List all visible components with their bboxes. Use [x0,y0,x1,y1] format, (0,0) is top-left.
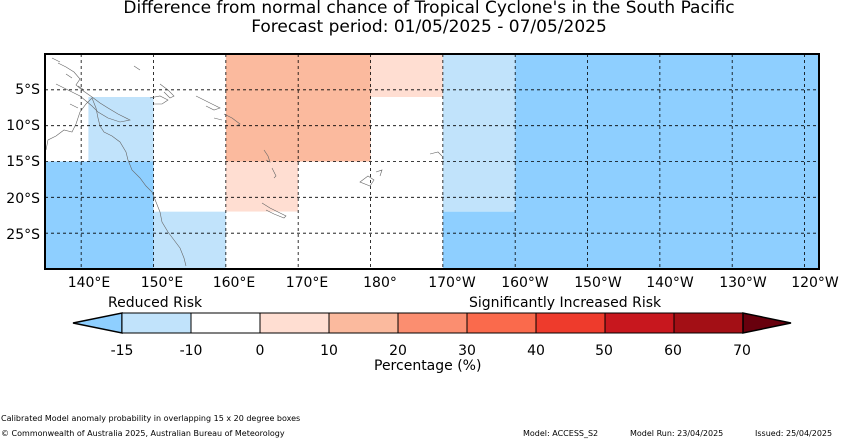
lat-label: 25°S [6,227,40,243]
colorbar-segment [673,312,744,334]
coastline-australia [45,97,187,267]
lon-label: 150°W [574,275,622,291]
colorbar-segment [466,312,537,334]
colorbar-segment [121,312,192,334]
coastlines [45,57,443,267]
coastline-new-britain [149,95,169,105]
colorbar-segment [397,312,468,334]
colorbar-tick-label: 30 [458,343,476,359]
colorbar-segment [535,312,606,334]
coastline-new-caledonia [261,202,287,219]
lon-label: 140°W [646,275,694,291]
anomaly-cell [370,97,443,162]
colorbar-segment [604,312,675,334]
footer-model: Model: ACCESS_S2 [523,429,599,438]
colorbar-segment [259,312,330,334]
anomaly-cell [370,54,443,97]
footer-model-run: Model Run: 23/04/2025 [630,429,724,438]
footer-note: Calibrated Model anomaly probability in … [1,414,301,423]
footer-copyright: © Commonwealth of Australia 2025, Austra… [1,429,285,438]
anomaly-cell [45,161,154,269]
anomaly-cell [88,97,154,162]
colorbar-over-arrow [742,312,792,334]
anomaly-cells [45,54,819,269]
map-frame [44,53,820,270]
gridlines [45,54,819,269]
lat-label: 15°S [6,154,40,170]
increased-risk-label: Significantly Increased Risk [469,295,662,311]
colorbar-tick-label: 10 [320,343,338,359]
coastline-islands-north [51,57,141,109]
anomaly-cell [153,54,226,162]
colorbar [72,312,792,334]
lon-label: 150°E [140,275,184,291]
lat-label: 10°S [6,118,40,134]
coastline-vanuatu [263,149,277,179]
coastline-png [55,62,131,123]
colorbar-tick-label: 20 [389,343,407,359]
lon-label: 170°W [428,275,476,291]
anomaly-cell [442,54,516,212]
anomaly-cell [515,54,819,269]
footer-issued: Issued: 25/04/2025 [755,429,833,438]
colorbar-tick-label: -10 [179,343,203,359]
lon-label: 170°E [285,275,329,291]
anomaly-cell [225,211,299,269]
anomaly-cell [225,54,371,162]
map-title: Difference from normal chance of Tropica… [123,0,735,18]
coastline-solomons [195,95,241,127]
colorbar-tick-label: 40 [527,343,545,359]
colorbar-tick-label: 60 [664,343,682,359]
coastline-new-ireland [159,83,175,99]
lat-label: 5°S [15,82,40,98]
anomaly-cell [442,211,516,269]
colorbar-title: Percentage (%) [374,358,482,374]
lon-label: 130°W [719,275,767,291]
forecast-period: Forecast period: 01/05/2025 - 07/05/2025 [251,17,607,37]
lon-label: 160°E [212,275,256,291]
lon-label: 120°W [791,275,839,291]
colorbar-tick-label: 70 [733,343,751,359]
colorbar-segment [328,312,399,334]
anomaly-cell [153,211,226,269]
colorbar-under-arrow [72,312,123,334]
lon-label: 160°W [501,275,549,291]
colorbar-tick-label: 50 [595,343,613,359]
anomaly-cell [298,161,371,269]
lat-label: 20°S [6,191,40,207]
reduced-risk-label: Reduced Risk [108,295,203,311]
colorbar-tick-label: -15 [110,343,134,359]
lon-label: 140°E [67,275,111,291]
lon-label: 180° [363,275,397,291]
coastline-fiji [359,169,383,187]
colorbar-tick-label: 0 [255,343,265,359]
colorbar-segment [190,312,261,334]
coastline-samoa [429,151,443,157]
anomaly-cell [225,161,299,212]
